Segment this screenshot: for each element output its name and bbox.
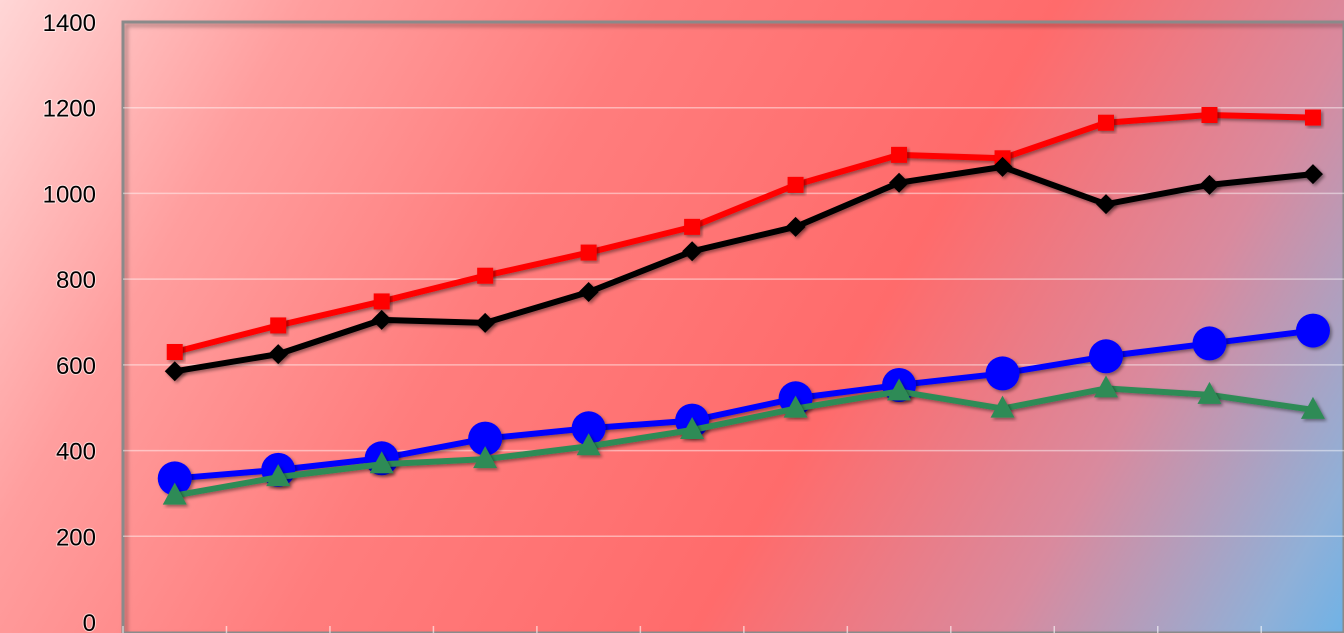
data-point [166,344,183,360]
series-0 [166,107,1321,360]
data-point [785,216,806,237]
data-point [680,417,705,439]
y-tick-label: 600 [56,353,96,380]
data-point [1094,375,1119,398]
data-point [887,378,912,401]
data-point [787,176,804,193]
data-point [475,312,496,333]
series-1 [164,156,1323,382]
y-tick-label: 800 [56,267,96,294]
data-point [1197,381,1222,404]
data-point [1192,326,1227,361]
data-point [266,464,291,487]
y-tick-label: 0 [83,610,96,633]
data-point [783,395,808,418]
data-point [268,344,289,365]
y-tick-label: 1000 [43,181,96,208]
data-point [1302,164,1323,185]
data-point [270,317,287,334]
data-point [164,361,185,382]
series-line [171,163,1316,375]
series-3 [162,375,1325,505]
gridlines [123,106,1344,538]
data-point [1096,194,1117,215]
data-point [1300,396,1325,419]
data-point [985,356,1020,391]
series-line [171,112,1316,355]
data-point [477,267,494,284]
y-tick-label: 400 [56,439,96,466]
data-point [682,241,703,262]
data-point [373,293,390,310]
data-point [473,446,498,469]
series-line [171,327,1316,482]
data-point [990,395,1015,418]
data-point [162,482,187,505]
data-point [1295,313,1330,348]
data-point [1304,109,1321,126]
data-point [992,156,1013,177]
series-group [157,107,1330,505]
data-point [580,244,597,261]
data-point [468,421,503,456]
data-point [578,282,599,302]
y-tick-label: 200 [56,524,96,551]
data-point [157,461,192,496]
data-point [371,309,392,330]
y-tick-label: 1400 [43,10,96,37]
plot-area [121,20,1344,633]
data-point [889,172,910,193]
data-point [571,411,606,446]
data-point [1201,107,1218,123]
data-point [1199,174,1220,195]
y-tick-label: 1200 [43,96,96,123]
data-point [684,218,701,235]
series-line [171,385,1316,499]
data-point [369,451,394,474]
y-axis: 0 200 400 600 800 1000 1200 1400 [42,9,97,633]
data-point [576,433,601,456]
data-point [891,146,908,163]
data-point [1098,114,1115,131]
data-point [1089,339,1124,374]
